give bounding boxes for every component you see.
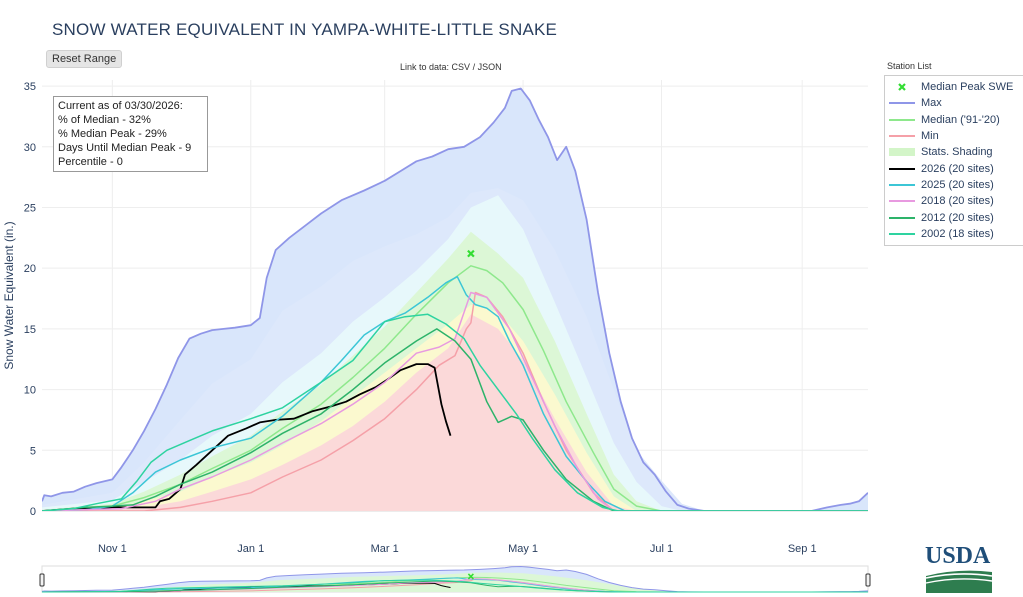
range-slider-line-max [41,565,869,593]
band-band_low [42,314,868,511]
y-tick-label: 10 [24,385,36,397]
legend-item-stats-shading[interactable]: Stats. Shading [889,144,1023,160]
x-tick-label: Sep 1 [788,543,817,555]
x-tick-label: Jan 1 [237,543,264,555]
legend-item-median[interactable]: Median ('91-'20) [889,112,1023,128]
legend-label: Max [921,97,942,110]
legend-symbol [889,98,915,108]
y-axis-title: Snow Water Equivalent (in.) [2,221,16,369]
legend-item-y2026[interactable]: 2026 (20 sites) [889,160,1023,176]
legend-symbol [889,180,915,190]
legend-item-y2012[interactable]: 2012 (20 sites) [889,209,1023,225]
x-tick-label: Jul 1 [650,543,673,555]
y-tick-label: 20 [24,263,36,275]
info-days-until-peak: Days Until Median Peak - 9 [58,142,192,154]
legend-item-y2025[interactable]: 2025 (20 sites) [889,177,1023,193]
station-list-link[interactable]: Station List [887,61,932,71]
legend-item-max[interactable]: Max [889,95,1023,111]
series-lines [42,87,868,511]
legend-symbol [889,82,915,92]
current-info-box: Current as of 03/30/2026: % of Median - … [53,96,208,172]
info-pct-median-peak: % Median Peak - 29% [58,128,167,140]
series-line-y2012 [42,328,868,511]
legend-label: 2026 (20 sites) [921,162,994,175]
legend-item-min[interactable]: Min [889,128,1023,144]
legend-label: 2025 (20 sites) [921,178,994,191]
chart-title: SNOW WATER EQUIVALENT IN YAMPA-WHITE-LIT… [52,20,558,39]
series-line-y2026 [42,363,452,511]
info-percentile: Percentile - 0 [58,156,123,168]
legend-item-y2002[interactable]: 2002 (18 sites) [889,226,1023,242]
series-line-y2025 [42,275,868,511]
legend-symbol [889,196,915,206]
usda-logo: USDA [922,543,994,594]
series-line-y2002 [42,313,868,511]
range-slider-line-y2025 [41,577,868,593]
series-line-y2018 [42,291,868,511]
stats-shading [42,88,868,511]
json-link[interactable]: JSON [477,62,502,72]
reset-range-button[interactable]: Reset Range [46,50,123,68]
legend-item-y2018[interactable]: 2018 (20 sites) [889,193,1023,209]
legend: Median Peak SWE Max Median ('91-'20) Min Sta… [884,75,1023,246]
y-tick-label: 30 [24,142,36,154]
data-link: Link to data: CSV / JSON [400,62,502,72]
legend-label: 2018 (20 sites) [921,195,994,208]
legend-item-median-peak[interactable]: Median Peak SWE [889,79,1023,95]
y-tick-label: 0 [30,506,36,518]
legend-symbol [889,131,915,141]
legend-label: Median ('91-'20) [921,113,1000,126]
legend-symbol [889,229,915,239]
legend-label: 2002 (18 sites) [921,227,994,240]
legend-symbol [889,213,915,223]
legend-label: Min [921,130,939,143]
data-link-separator: / [470,62,478,72]
y-tick-label: 15 [24,324,36,336]
data-link-prefix: Link to data: [400,62,452,72]
info-date: Current as of 03/30/2026: [58,100,183,112]
range-handle-right[interactable] [865,573,871,587]
x-tick-label: May 1 [508,543,538,555]
series-line-max [42,87,868,511]
info-pct-median: % of Median - 32% [58,114,151,126]
y-tick-label: 35 [24,81,36,93]
range-slider-peak [467,573,474,580]
range-handle-left[interactable] [39,573,45,587]
median-peak-marker [467,249,475,258]
legend-symbol [889,164,915,174]
x-tick-label: Nov 1 [98,543,127,555]
legend-symbol [889,147,915,157]
usda-logo-swoosh [925,570,993,593]
range-slider [39,565,871,593]
y-tick-label: 25 [24,202,36,214]
y-tick-label: 5 [30,445,36,457]
legend-label: Stats. Shading [921,146,993,159]
legend-label: Median Peak SWE [921,81,1014,94]
legend-symbol [889,115,915,125]
usda-logo-text: USDA [925,543,991,569]
legend-label: 2012 (20 sites) [921,211,994,224]
range-slider-line-y2002 [41,579,868,593]
csv-link[interactable]: CSV [451,62,471,72]
x-tick-label: Mar 1 [371,543,399,555]
